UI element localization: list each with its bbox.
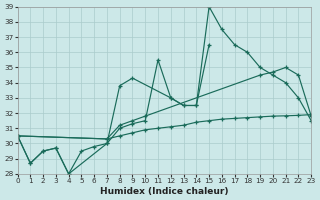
X-axis label: Humidex (Indice chaleur): Humidex (Indice chaleur)	[100, 187, 229, 196]
